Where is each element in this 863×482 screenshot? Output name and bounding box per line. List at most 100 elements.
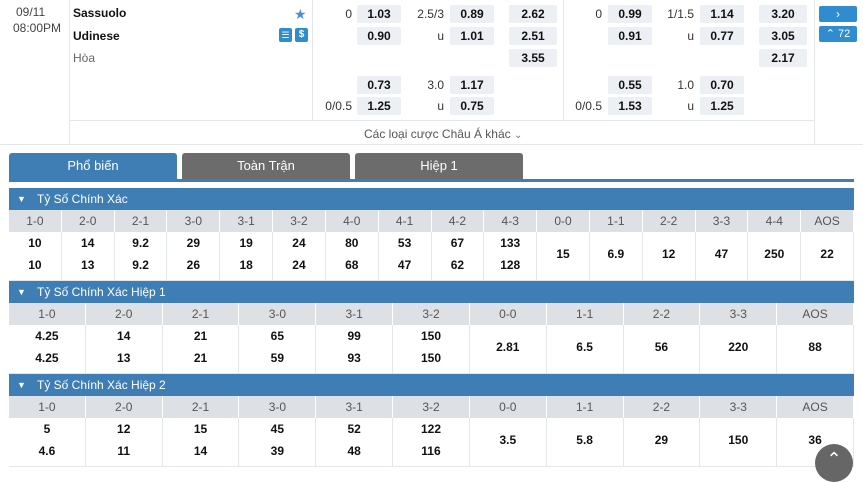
home-score-odds[interactable]: 19 bbox=[239, 236, 253, 250]
home-score-odds[interactable]: 80 bbox=[345, 236, 359, 250]
h1-hdp2-home-odds[interactable]: 0.55 bbox=[608, 76, 652, 94]
home-score-odds[interactable]: 10 bbox=[28, 236, 42, 250]
home-score-odds[interactable]: 21 bbox=[193, 329, 208, 343]
away-score-odds[interactable]: 4.6 bbox=[38, 444, 56, 458]
more-markets-button[interactable]: ⌃ 72 bbox=[819, 26, 857, 42]
h1-1x2-draw[interactable]: 2.17 bbox=[759, 49, 807, 67]
draw-score-odds[interactable]: 22 bbox=[820, 247, 834, 261]
home-score-odds[interactable]: 14 bbox=[81, 236, 95, 250]
away-score-odds[interactable]: 18 bbox=[239, 258, 253, 272]
away-score-odds[interactable]: 59 bbox=[270, 351, 285, 365]
ft-ou2-under-odds[interactable]: 0.75 bbox=[450, 97, 494, 115]
home-score-odds[interactable]: 5 bbox=[43, 422, 51, 436]
away-score-odds[interactable]: 93 bbox=[347, 351, 361, 365]
away-score-odds[interactable]: 11 bbox=[117, 444, 131, 458]
away-score-odds[interactable]: 21 bbox=[193, 351, 208, 365]
score-label: AOS bbox=[777, 303, 854, 325]
draw-score-odds[interactable]: 2.81 bbox=[496, 340, 520, 354]
away-score-odds[interactable]: 13 bbox=[117, 351, 131, 365]
home-score-odds[interactable]: 99 bbox=[347, 329, 361, 343]
draw-score-odds[interactable]: 88 bbox=[808, 340, 822, 354]
ft-under-odds[interactable]: 1.01 bbox=[450, 27, 494, 45]
more-asian-bets-link[interactable]: Các loại cược Châu Á khác ⌄ bbox=[364, 127, 522, 141]
away-score-odds[interactable]: 13 bbox=[81, 258, 95, 272]
draw-score-odds[interactable]: 47 bbox=[714, 247, 729, 261]
away-score-odds[interactable]: 128 bbox=[500, 258, 521, 272]
h1-ou2-under-odds[interactable]: 1.25 bbox=[700, 97, 744, 115]
away-score-odds[interactable]: 68 bbox=[345, 258, 359, 272]
expand-button[interactable]: › bbox=[819, 6, 857, 22]
away-score-odds[interactable]: 62 bbox=[450, 258, 465, 272]
draw-score-odds[interactable]: 250 bbox=[764, 247, 785, 261]
home-score-odds[interactable]: 52 bbox=[347, 422, 361, 436]
draw-score-odds[interactable]: 6.5 bbox=[576, 340, 593, 354]
h1-under-odds[interactable]: 0.77 bbox=[700, 27, 744, 45]
draw-score-odds[interactable]: 5.8 bbox=[576, 433, 593, 447]
score-label: 3-3 bbox=[700, 396, 778, 418]
ft-over-odds[interactable]: 0.89 bbox=[450, 5, 494, 23]
home-score-odds[interactable]: 53 bbox=[397, 236, 412, 250]
home-score-odds[interactable]: 45 bbox=[270, 422, 285, 436]
ft-hdp2-home-odds[interactable]: 0.73 bbox=[357, 76, 401, 94]
home-score-odds[interactable]: 9.2 bbox=[132, 236, 149, 250]
section-header[interactable]: ▼ Tỷ Số Chính Xác Hiệp 1 bbox=[9, 281, 854, 303]
favorite-star-icon[interactable]: ★ bbox=[294, 6, 307, 22]
section-header[interactable]: ▼ Tỷ Số Chính Xác Hiệp 2 bbox=[9, 374, 854, 396]
away-team[interactable]: Udinese bbox=[73, 29, 120, 43]
home-score-odds[interactable]: 14 bbox=[117, 329, 131, 343]
home-team[interactable]: Sassuolo bbox=[73, 6, 127, 20]
home-score-odds[interactable]: 67 bbox=[450, 236, 465, 250]
away-score-odds[interactable]: 47 bbox=[397, 258, 412, 272]
home-score-odds[interactable]: 24 bbox=[292, 236, 306, 250]
ft-1x2-draw[interactable]: 3.55 bbox=[509, 49, 557, 67]
tab-full-time[interactable]: Toàn Trận bbox=[182, 153, 350, 179]
away-score-odds[interactable]: 26 bbox=[186, 258, 201, 272]
home-score-odds[interactable]: 150 bbox=[420, 329, 441, 343]
draw-score-odds[interactable]: 150 bbox=[728, 433, 749, 447]
home-score-odds[interactable]: 15 bbox=[193, 422, 208, 436]
home-score-odds[interactable]: 65 bbox=[270, 329, 285, 343]
tab-popular[interactable]: Phổ biến bbox=[9, 153, 177, 179]
away-score-odds[interactable]: 9.2 bbox=[132, 258, 149, 272]
away-score-odds[interactable]: 116 bbox=[421, 444, 441, 458]
away-score-odds[interactable]: 10 bbox=[28, 258, 42, 272]
away-score-odds[interactable]: 24 bbox=[292, 258, 306, 272]
draw-score-odds[interactable]: 36 bbox=[808, 433, 822, 447]
ft-hdp-away-odds[interactable]: 0.90 bbox=[357, 27, 401, 45]
away-score-odds[interactable]: 14 bbox=[193, 444, 208, 458]
home-score-odds[interactable]: 133 bbox=[500, 236, 521, 250]
ft-ou2-over-odds[interactable]: 1.17 bbox=[450, 76, 494, 94]
draw-score-odds[interactable]: 15 bbox=[556, 247, 570, 261]
draw-score-odds[interactable]: 3.5 bbox=[499, 433, 517, 447]
stats-icon[interactable]: ☰ bbox=[279, 28, 292, 42]
home-score-odds[interactable]: 122 bbox=[420, 422, 441, 436]
h1-hdp-home-odds[interactable]: 0.99 bbox=[608, 5, 652, 23]
tab-first-half[interactable]: Hiệp 1 bbox=[355, 153, 523, 179]
away-score-odds[interactable]: 48 bbox=[347, 444, 361, 458]
score-odds-cell: 53 47 bbox=[379, 232, 432, 280]
ft-hdp2-away-odds[interactable]: 1.25 bbox=[357, 97, 401, 115]
home-score-odds[interactable]: 4.25 bbox=[35, 329, 59, 343]
away-score-odds[interactable]: 4.25 bbox=[35, 351, 59, 365]
ft-1x2-home[interactable]: 2.62 bbox=[509, 5, 557, 23]
ft-hdp-home-odds[interactable]: 1.03 bbox=[357, 5, 401, 23]
draw-score-odds[interactable]: 12 bbox=[661, 247, 676, 261]
draw-score-odds[interactable]: 6.9 bbox=[607, 247, 625, 261]
scroll-top-button[interactable]: ⌃ bbox=[815, 444, 853, 482]
h1-hdp2-away-odds[interactable]: 1.53 bbox=[608, 97, 652, 115]
h1-1x2-home[interactable]: 3.20 bbox=[759, 5, 807, 23]
ft-1x2-away[interactable]: 2.51 bbox=[509, 27, 557, 45]
section-header[interactable]: ▼ Tỷ Số Chính Xác bbox=[9, 188, 854, 210]
draw-score-odds[interactable]: 220 bbox=[728, 340, 749, 354]
dollar-icon[interactable]: $ bbox=[295, 28, 308, 42]
away-score-odds[interactable]: 150 bbox=[420, 351, 441, 365]
draw-score-odds[interactable]: 29 bbox=[654, 433, 669, 447]
home-score-odds[interactable]: 12 bbox=[117, 422, 131, 436]
h1-1x2-away[interactable]: 3.05 bbox=[759, 27, 807, 45]
away-score-odds[interactable]: 39 bbox=[270, 444, 285, 458]
draw-score-odds[interactable]: 56 bbox=[654, 340, 669, 354]
h1-hdp-away-odds[interactable]: 0.91 bbox=[608, 27, 652, 45]
h1-ou2-over-odds[interactable]: 0.70 bbox=[700, 76, 744, 94]
home-score-odds[interactable]: 29 bbox=[186, 236, 201, 250]
h1-over-odds[interactable]: 1.14 bbox=[700, 5, 744, 23]
